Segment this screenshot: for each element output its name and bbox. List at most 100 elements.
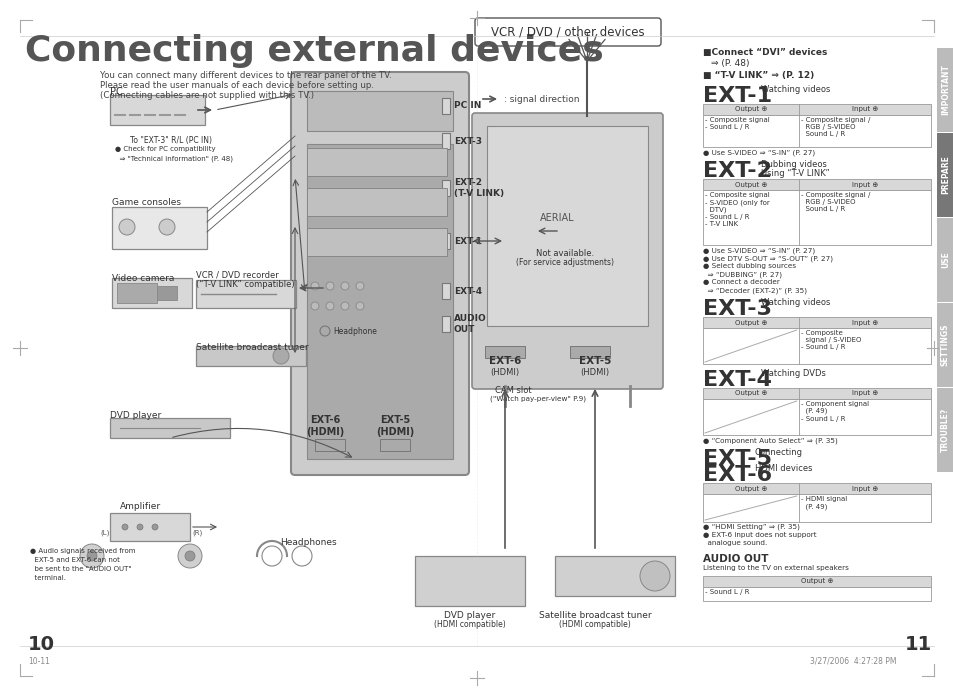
Bar — [112, 278, 192, 308]
Text: Game consoles: Game consoles — [112, 198, 181, 207]
Text: DVD player: DVD player — [110, 411, 161, 420]
Circle shape — [355, 282, 364, 290]
Text: AUDIO OUT: AUDIO OUT — [702, 554, 768, 564]
Bar — [936, 218, 953, 302]
Bar — [702, 399, 930, 435]
Text: Input ⊕: Input ⊕ — [851, 106, 877, 113]
Text: PC IN: PC IN — [454, 102, 481, 111]
Bar — [441, 316, 450, 332]
Text: terminal.: terminal. — [30, 575, 66, 581]
Text: EXT-6: EXT-6 — [488, 356, 520, 366]
Bar — [415, 556, 524, 606]
Circle shape — [311, 282, 318, 290]
Text: EXT-4: EXT-4 — [454, 287, 481, 296]
Text: Watching DVDs: Watching DVDs — [760, 369, 825, 378]
Text: VCR / DVD / other devices: VCR / DVD / other devices — [491, 26, 644, 38]
Text: ● Use S-VIDEO ⇒ “S-IN” (P. 27): ● Use S-VIDEO ⇒ “S-IN” (P. 27) — [702, 247, 814, 253]
Text: - Composite signal
- S-VIDEO (only for
  DTV)
- Sound L / R
- T-V LINK: - Composite signal - S-VIDEO (only for D… — [704, 192, 769, 227]
Bar — [936, 133, 953, 217]
Text: ■Connect “DVI” devices: ■Connect “DVI” devices — [702, 48, 826, 57]
Text: You can connect many different devices to the rear panel of the TV.: You can connect many different devices t… — [100, 71, 392, 80]
Circle shape — [319, 326, 330, 336]
Text: ● Select dubbing sources: ● Select dubbing sources — [702, 263, 796, 269]
Bar — [936, 48, 953, 132]
Circle shape — [178, 544, 202, 568]
Bar — [702, 494, 930, 522]
Circle shape — [80, 544, 104, 568]
Text: (L): (L) — [100, 530, 110, 536]
Text: ● Audio signals received from: ● Audio signals received from — [30, 548, 135, 554]
Circle shape — [326, 282, 334, 290]
Text: EXT-6: EXT-6 — [702, 465, 771, 485]
Text: Output ⊕: Output ⊕ — [800, 578, 832, 585]
Text: Headphones: Headphones — [280, 538, 336, 547]
Text: IMPORTANT: IMPORTANT — [940, 65, 949, 116]
Bar — [110, 513, 190, 541]
Text: EXT-5
(HDMI): EXT-5 (HDMI) — [375, 416, 414, 437]
Text: HDMI devices: HDMI devices — [754, 464, 812, 473]
Text: 3/27/2006  4:27:28 PM: 3/27/2006 4:27:28 PM — [809, 657, 896, 666]
Bar — [702, 104, 930, 115]
Circle shape — [311, 302, 318, 310]
Text: Video camera: Video camera — [112, 274, 174, 283]
Text: (HDMI compatible): (HDMI compatible) — [434, 620, 505, 629]
Text: - Composite signal
- Sound L / R: - Composite signal - Sound L / R — [704, 117, 769, 130]
Text: ⇒ (P. 48): ⇒ (P. 48) — [710, 59, 749, 68]
Bar — [441, 98, 450, 114]
Bar — [314, 439, 345, 451]
Circle shape — [185, 551, 194, 561]
Text: EXT-2
(T-V LINK): EXT-2 (T-V LINK) — [454, 178, 503, 198]
Text: Watching videos: Watching videos — [760, 85, 829, 94]
Text: Watching videos: Watching videos — [760, 298, 829, 307]
Text: Input ⊕: Input ⊕ — [851, 486, 877, 491]
Circle shape — [340, 302, 349, 310]
Text: Connecting: Connecting — [754, 448, 802, 457]
Text: EXT-1: EXT-1 — [702, 86, 771, 106]
Text: EXT-5: EXT-5 — [702, 449, 771, 469]
Text: 10-11: 10-11 — [28, 657, 50, 666]
Bar — [702, 328, 930, 364]
Text: Output ⊕: Output ⊕ — [734, 486, 766, 491]
Text: ⇒ “Decoder (EXT-2)” (P. 35): ⇒ “Decoder (EXT-2)” (P. 35) — [702, 287, 806, 294]
FancyBboxPatch shape — [291, 72, 469, 475]
Bar — [702, 115, 930, 147]
Text: : signal direction: : signal direction — [503, 95, 578, 104]
Circle shape — [137, 524, 143, 530]
Text: EXT-5 and EXT-6 can not: EXT-5 and EXT-6 can not — [30, 557, 120, 563]
Text: DVD player: DVD player — [444, 611, 496, 620]
Text: - Sound L / R: - Sound L / R — [704, 589, 749, 595]
Bar — [555, 556, 675, 596]
Text: Dubbing videos: Dubbing videos — [760, 160, 826, 169]
Text: ⇒ “DUBBING” (P. 27): ⇒ “DUBBING” (P. 27) — [702, 271, 781, 278]
Text: EXT-3: EXT-3 — [454, 136, 481, 145]
Text: (Connecting cables are not supplied with this TV.): (Connecting cables are not supplied with… — [100, 91, 314, 100]
Text: (HDMI compatible): (HDMI compatible) — [558, 620, 630, 629]
Text: ● “Component Auto Select” ⇒ (P. 35): ● “Component Auto Select” ⇒ (P. 35) — [702, 437, 837, 443]
Text: - Composite signal /
  RGB / S-VIDEO
  Sound L / R: - Composite signal / RGB / S-VIDEO Sound… — [800, 192, 869, 212]
Bar — [441, 180, 450, 196]
Text: PC: PC — [110, 87, 123, 97]
Text: Connecting external devices: Connecting external devices — [25, 34, 603, 68]
Text: Output ⊕: Output ⊕ — [734, 182, 766, 187]
Text: Output ⊕: Output ⊕ — [734, 319, 766, 326]
Circle shape — [639, 561, 669, 591]
Circle shape — [152, 524, 158, 530]
Text: Please read the user manuals of each device before setting up.: Please read the user manuals of each dev… — [100, 81, 374, 90]
Bar — [702, 317, 930, 328]
Circle shape — [326, 302, 334, 310]
Bar — [195, 280, 295, 308]
Text: (R): (R) — [192, 530, 202, 536]
Text: - Composite
  signal / S-VIDEO
- Sound L / R: - Composite signal / S-VIDEO - Sound L /… — [800, 330, 861, 350]
Bar — [117, 283, 157, 303]
Text: be sent to the "AUDIO OUT": be sent to the "AUDIO OUT" — [30, 566, 132, 572]
Bar — [441, 233, 450, 249]
Text: Input ⊕: Input ⊕ — [851, 319, 877, 326]
Text: - Composite signal /
  RGB / S-VIDEO
  Sound L / R: - Composite signal / RGB / S-VIDEO Sound… — [800, 117, 869, 137]
Text: Input ⊕: Input ⊕ — [851, 182, 877, 187]
Text: analogue sound.: analogue sound. — [702, 540, 766, 546]
Bar — [702, 483, 930, 494]
Text: Output ⊕: Output ⊕ — [734, 390, 766, 397]
Text: Headphone: Headphone — [333, 326, 376, 335]
Text: Output ⊕: Output ⊕ — [734, 106, 766, 113]
Bar — [936, 388, 953, 472]
